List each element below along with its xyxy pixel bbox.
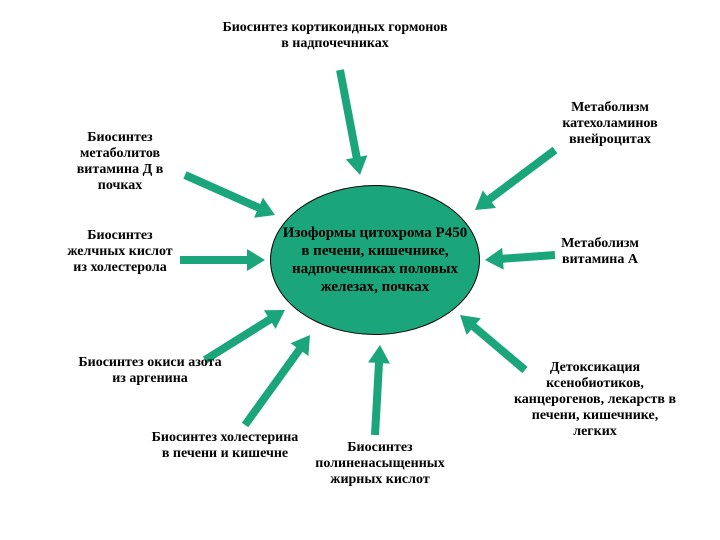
center-node-text: Изоформы цитохрома Р450 в печени, кишечн…	[271, 216, 479, 304]
arrow-bottom-right	[368, 345, 390, 435]
arrow-bottom-left	[242, 335, 310, 427]
label-top: Биосинтез кортикоидных гормонов в надпоч…	[220, 20, 450, 52]
diagram-canvas: Изоформы цитохрома Р450 в печени, кишечн…	[0, 0, 720, 540]
label-right-upper: Метаболизм катехоламинов внейроцитах	[540, 100, 680, 148]
label-right-mid: Метаболизм витамина А	[540, 236, 660, 268]
label-bottom-right: Биосинтез полиненасыщенных жирных кислот	[310, 440, 450, 488]
arrow-left-upper	[183, 171, 275, 217]
arrow-left-mid	[180, 249, 265, 271]
label-left-upper: Биосинтез метаболитов витамина Д в почка…	[60, 130, 180, 194]
label-left-mid: Биосинтез желчных кислот из холестерола	[60, 228, 180, 276]
center-node: Изоформы цитохрома Р450 в печени, кишечн…	[270, 185, 480, 335]
label-left-lower: Биосинтез окиси азота из аргенина	[70, 355, 230, 387]
arrow-top	[336, 69, 367, 175]
label-right-lower: Детоксикация ксенобиотиков, канцерогенов…	[510, 360, 680, 440]
label-bottom-left: Биосинтез холестерина в печени и кишечне	[150, 430, 300, 462]
arrow-right-upper	[475, 147, 557, 210]
